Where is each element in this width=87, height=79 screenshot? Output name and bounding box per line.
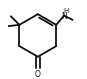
Text: O: O [35,70,41,79]
Text: H: H [64,8,69,14]
Text: N: N [61,12,67,21]
